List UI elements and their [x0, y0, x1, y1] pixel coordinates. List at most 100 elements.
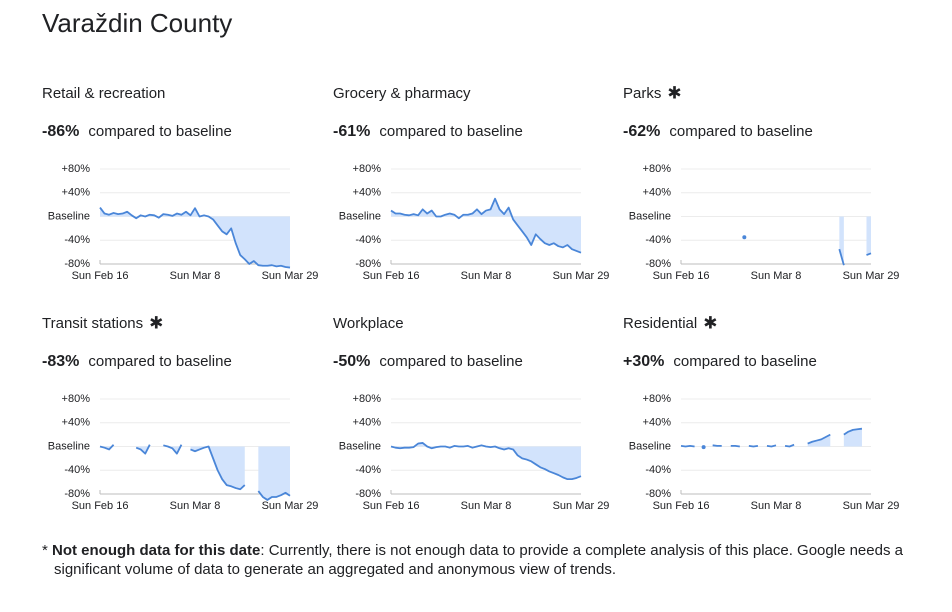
summary-text: compared to baseline [379, 353, 522, 370]
summary-value: -50% [333, 353, 370, 370]
x-tick-label: Sun Mar 8 [751, 500, 802, 512]
y-tick-label: -40% [355, 234, 381, 246]
line [99, 444, 115, 451]
y-tick-label: +40% [643, 187, 672, 199]
line [838, 248, 845, 266]
y-tick-label: +40% [643, 417, 672, 429]
summary-value: -86% [42, 123, 79, 140]
x-tick-label: Sun Mar 29 [262, 500, 319, 512]
y-tick-label: -80% [645, 258, 671, 270]
x-tick-label: Sun Mar 29 [843, 270, 900, 282]
y-tick-label: Baseline [629, 210, 671, 222]
y-tick-label: +80% [62, 163, 91, 175]
y-tick-label: -40% [645, 464, 671, 476]
summary-value: -62% [623, 123, 660, 140]
area [391, 442, 581, 480]
area [100, 207, 290, 268]
summary-text: compared to baseline [88, 353, 231, 370]
x-tick-label: Sun Mar 8 [170, 270, 221, 282]
line [784, 443, 795, 448]
summary-value: -61% [333, 123, 370, 140]
line [807, 433, 831, 445]
line [680, 445, 695, 448]
y-tick-label: -80% [64, 258, 90, 270]
y-tick-label: +40% [353, 417, 382, 429]
x-tick-label: Sun Mar 8 [461, 270, 512, 282]
area [866, 216, 871, 256]
chart-title: Retail & recreation [42, 85, 165, 102]
y-tick-label: Baseline [339, 210, 381, 222]
footnote-symbol: * [42, 542, 48, 559]
summary-text: compared to baseline [379, 123, 522, 140]
charts: Varaždin County Retail & recreation -86% c… [42, 8, 900, 512]
area [843, 428, 862, 447]
y-tick-label: -40% [64, 234, 90, 246]
x-tick-label: Sun Feb 16 [653, 500, 710, 512]
line [190, 445, 246, 491]
y-tick-label: +80% [353, 163, 382, 175]
y-tick-label: +40% [62, 417, 91, 429]
y-tick-label: Baseline [48, 210, 90, 222]
insufficient-data-mark: ✱ [703, 313, 717, 332]
y-tick-label: +80% [62, 393, 91, 405]
y-tick-label: +40% [62, 187, 91, 199]
line [748, 445, 759, 448]
summary-value: +30% [623, 353, 664, 370]
insufficient-data-mark: ✱ [149, 313, 163, 332]
chart-title: Transit stations [42, 315, 143, 332]
summary-text: compared to baseline [88, 123, 231, 140]
x-tick-label: Sun Feb 16 [363, 270, 420, 282]
footnote-term: Not enough data for this date [52, 542, 261, 559]
line [712, 444, 722, 447]
x-tick-label: Sun Feb 16 [72, 500, 129, 512]
y-tick-label: -40% [645, 234, 671, 246]
line [163, 444, 183, 455]
y-tick-label: +40% [353, 187, 382, 199]
y-tick-label: -80% [355, 488, 381, 500]
line [390, 442, 582, 481]
summary-value: -83% [42, 353, 79, 370]
line [390, 197, 582, 254]
x-tick-label: Sun Mar 29 [262, 270, 319, 282]
data-point [701, 445, 706, 450]
y-tick-label: +80% [353, 393, 382, 405]
x-tick-label: Sun Mar 8 [751, 270, 802, 282]
chart-title: Residential [623, 315, 697, 332]
line [135, 444, 151, 455]
line [843, 427, 863, 436]
line [766, 444, 777, 448]
y-tick-label: +80% [643, 163, 672, 175]
line [866, 252, 872, 256]
x-tick-label: Sun Mar 8 [170, 500, 221, 512]
line [257, 490, 291, 501]
x-tick-label: Sun Mar 29 [843, 500, 900, 512]
y-tick-label: -80% [355, 258, 381, 270]
insufficient-data-mark: ✱ [667, 83, 681, 102]
x-tick-label: Sun Mar 29 [553, 270, 610, 282]
chart-title: Parks [623, 85, 661, 102]
data-point [742, 235, 747, 240]
y-tick-label: Baseline [339, 440, 381, 452]
area [163, 444, 182, 454]
y-tick-label: -40% [64, 464, 90, 476]
line [730, 445, 740, 448]
summary-text: compared to baseline [673, 353, 816, 370]
y-tick-label: Baseline [48, 440, 90, 452]
y-tick-label: -80% [64, 488, 90, 500]
x-tick-label: Sun Mar 29 [553, 500, 610, 512]
summary-text: compared to baseline [669, 123, 812, 140]
area [258, 446, 290, 500]
y-tick-label: Baseline [629, 440, 671, 452]
x-tick-label: Sun Feb 16 [653, 270, 710, 282]
page-title: Varaždin County [42, 8, 232, 38]
y-tick-label: +80% [643, 393, 672, 405]
y-tick-label: -80% [645, 488, 671, 500]
x-tick-label: Sun Feb 16 [72, 270, 129, 282]
y-tick-label: -40% [355, 464, 381, 476]
line [99, 207, 291, 269]
chart-title: Workplace [333, 315, 404, 332]
footnote-text: : Currently, there is not enough data to… [54, 542, 903, 578]
chart-title: Grocery & pharmacy [333, 85, 471, 102]
x-tick-label: Sun Feb 16 [363, 500, 420, 512]
